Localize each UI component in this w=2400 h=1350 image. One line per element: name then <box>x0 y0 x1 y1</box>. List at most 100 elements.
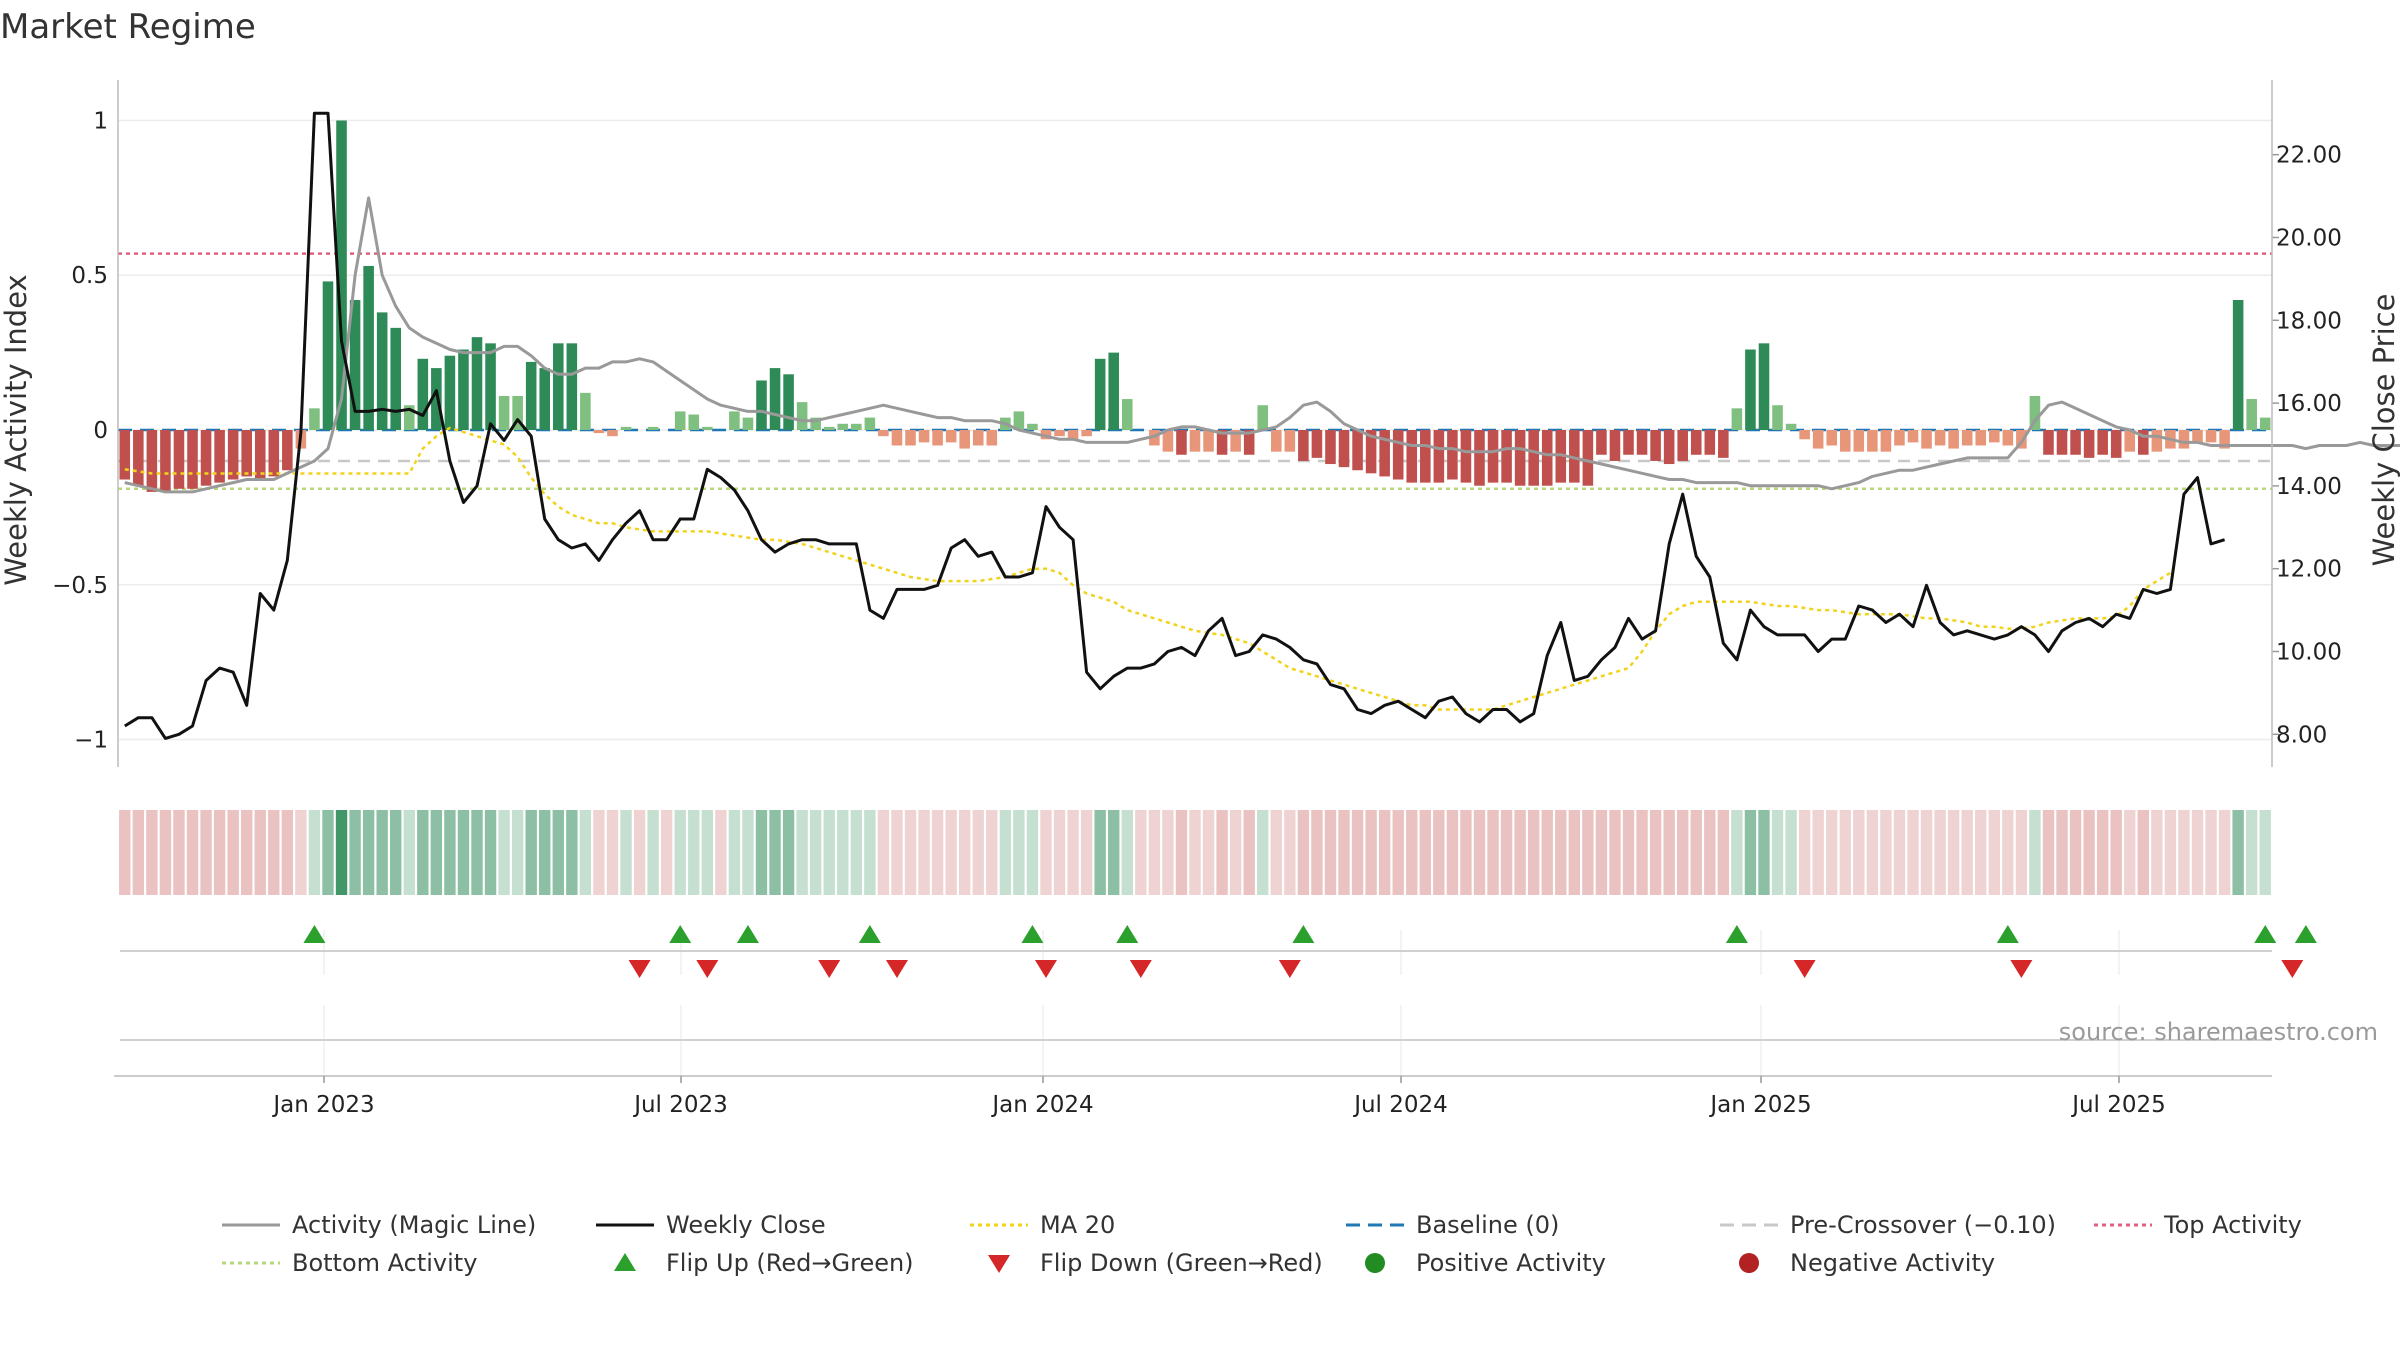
regime-cell <box>1460 810 1472 895</box>
regime-cell <box>1284 810 1296 895</box>
activity-bar <box>1596 430 1607 455</box>
regime-cell <box>2056 810 2068 895</box>
regime-cell <box>931 810 944 895</box>
legend-pre-crossover-0-10-label: Pre-Crossover (−0.10) <box>1790 1211 2056 1239</box>
activity-bar <box>1880 430 1892 452</box>
legend-flip-down-green-red-label: Flip Down (Green→Red) <box>1040 1249 1323 1277</box>
activity-bar <box>173 430 185 489</box>
flip-up-marker <box>1021 925 1044 943</box>
regime-cell <box>972 810 984 895</box>
flip-up-marker <box>303 925 326 943</box>
activity-bars <box>119 120 2271 492</box>
activity-bar <box>647 426 659 430</box>
regime-cell <box>999 810 1012 895</box>
regime-cell <box>268 810 280 895</box>
regime-cell <box>1500 810 1513 895</box>
flip-up-marker <box>1292 925 1315 943</box>
flip-down-marker <box>628 960 651 978</box>
activity-bar <box>376 312 388 430</box>
regime-cell <box>1636 810 1648 895</box>
regime-cell <box>539 810 551 895</box>
y-left-tick-label: 0.5 <box>71 263 108 289</box>
legend-positive-activity-swatch <box>1365 1253 1385 1273</box>
regime-cell <box>606 810 619 895</box>
regime-cell <box>782 810 795 895</box>
activity-bar <box>769 368 781 430</box>
flip-down-marker <box>696 960 719 978</box>
regime-cell <box>2069 810 2082 895</box>
y-right-tick-label: 10.00 <box>2276 639 2342 665</box>
activity-bar <box>322 281 334 430</box>
regime-cell <box>864 810 876 895</box>
y-right-tick-label: 20.00 <box>2276 225 2342 251</box>
activity-bar <box>1690 430 1702 455</box>
activity-bar <box>1365 430 1377 474</box>
activity-bar <box>1298 430 1309 461</box>
activity-bar <box>390 327 402 430</box>
flip-down-marker <box>818 960 841 978</box>
regime-cell <box>1920 810 1933 895</box>
regime-cell <box>1798 810 1811 895</box>
flip-up-marker <box>858 925 881 943</box>
regime-cell <box>1812 810 1824 895</box>
regime-cell <box>593 810 605 895</box>
regime-cell <box>2191 810 2204 895</box>
regime-cell <box>1026 810 1039 895</box>
activity-bar <box>2151 430 2163 452</box>
regime-cell <box>1555 810 1567 895</box>
regime-cell <box>1433 810 1445 895</box>
activity-bar <box>1582 430 1594 486</box>
activity-bar <box>2219 430 2230 449</box>
regime-cell <box>1216 810 1228 895</box>
regime-cell <box>444 810 456 895</box>
flip-down-marker <box>1278 960 1301 978</box>
regime-cell <box>823 810 835 895</box>
activity-bar <box>2029 395 2041 430</box>
activity-bar <box>431 368 442 430</box>
regime-cell <box>2218 810 2231 895</box>
regime-cell <box>2124 810 2136 895</box>
regime-cell <box>213 810 226 895</box>
regime-cell <box>1622 810 1635 895</box>
regime-cell <box>403 810 415 895</box>
regime-cell <box>1609 810 1621 895</box>
activity-bar <box>1420 430 1431 483</box>
activity-bar <box>268 430 280 477</box>
regime-cell <box>1907 810 1919 895</box>
activity-bar <box>160 430 171 492</box>
y-left-tick-label: −1 <box>74 728 108 754</box>
activity-bar <box>1826 430 1838 446</box>
activity-bar <box>688 414 700 430</box>
flip-down-marker <box>2281 960 2304 978</box>
activity-bar <box>444 355 456 430</box>
activity-bar <box>742 417 754 430</box>
activity-bar <box>945 430 957 443</box>
activity-bar <box>1054 430 1065 437</box>
regime-cell <box>2015 810 2028 895</box>
regime-cell <box>376 810 388 895</box>
activity-bar <box>1961 430 1973 446</box>
regime-cell <box>755 810 768 895</box>
regime-cell <box>1053 810 1066 895</box>
regime-cell <box>322 810 334 895</box>
legend-negative-activity-label: Negative Activity <box>1790 1249 1995 1277</box>
activity-bar <box>1623 430 1634 455</box>
activity-bar <box>1853 430 1865 452</box>
regime-cell <box>1040 810 1052 895</box>
regime-cell <box>254 810 266 895</box>
y-left-axis-label: Weekly Activity Index <box>0 274 33 585</box>
activity-bar <box>1487 430 1499 483</box>
regime-cell <box>1853 810 1865 895</box>
regime-cell <box>2029 810 2041 895</box>
activity-bar <box>282 430 293 471</box>
activity-bar <box>1352 430 1363 471</box>
regime-cell <box>349 810 361 895</box>
source-note: source: sharemaestro.com <box>2059 1018 2378 1046</box>
activity-bar <box>417 358 429 430</box>
activity-bar <box>891 430 903 446</box>
flip-up-marker <box>2294 925 2317 943</box>
regime-cell <box>2151 810 2163 895</box>
regime-cell <box>498 810 510 895</box>
activity-bar <box>241 430 252 477</box>
